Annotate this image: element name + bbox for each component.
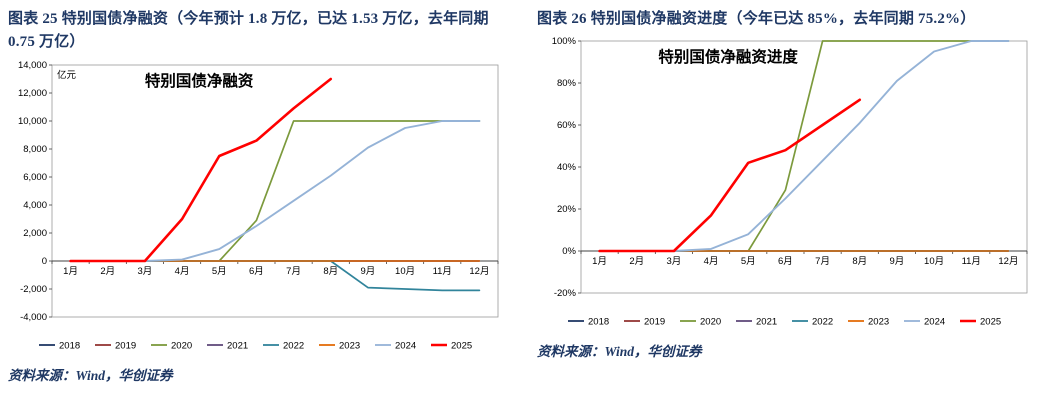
legend-label-2018: 2018 bbox=[59, 340, 80, 351]
y-tick-label: -20% bbox=[554, 288, 577, 299]
x-tick-label: 2月 bbox=[629, 256, 644, 267]
y-tick-label: 100% bbox=[552, 36, 577, 47]
x-tick-label: 4月 bbox=[704, 256, 719, 267]
y-tick-label: 6,000 bbox=[23, 172, 47, 183]
plot-border bbox=[51, 64, 499, 317]
x-tick-label: 12月 bbox=[469, 266, 489, 277]
series-line-2025 bbox=[598, 98, 862, 253]
chart-title: 特别国债净融资 bbox=[145, 71, 254, 90]
x-tick-label: 5月 bbox=[212, 266, 227, 277]
y-tick-label: 20% bbox=[557, 204, 577, 215]
source-note-25: 资料来源：Wind，华创证券 bbox=[8, 367, 173, 383]
y-tick-label: 0 bbox=[42, 256, 47, 267]
x-tick-label: 6月 bbox=[778, 256, 793, 267]
x-tick-label: 2月 bbox=[100, 266, 115, 277]
y-tick-label: -2,000 bbox=[20, 284, 47, 295]
series-line-2022 bbox=[69, 259, 481, 291]
x-tick-label: 1月 bbox=[592, 256, 607, 267]
x-tick-label: 11月 bbox=[433, 266, 452, 277]
plot-border bbox=[580, 40, 1028, 294]
series-line-2020 bbox=[598, 40, 1010, 253]
series-line-2025 bbox=[69, 77, 333, 262]
x-tick-label: 3月 bbox=[667, 256, 682, 267]
x-tick-label: 10月 bbox=[395, 266, 415, 277]
source-note-26: 资料来源：Wind，华创证券 bbox=[537, 344, 702, 360]
legend-label-2025: 2025 bbox=[980, 317, 1001, 328]
y-tick-label: 80% bbox=[557, 78, 577, 89]
legend-label-2022: 2022 bbox=[283, 340, 304, 351]
legend-label-2024: 2024 bbox=[395, 340, 416, 351]
figure-panel-25: 图表 25 特别国债净融资（今年预计 1.8 万亿，已达 1.53 万亿，去年同… bbox=[8, 6, 511, 384]
legend-label-2023: 2023 bbox=[339, 340, 360, 351]
figure-caption-26: 图表 26 特别国债净融资进度（今年已达 85%，去年同期 75.2%） bbox=[537, 11, 976, 27]
legend-label-2025: 2025 bbox=[451, 340, 472, 351]
figure-panel-26: 图表 26 特别国债净融资进度（今年已达 85%，去年同期 75.2%） -20… bbox=[537, 6, 1040, 384]
x-tick-label: 4月 bbox=[175, 266, 190, 277]
chart-title: 特别国债净融资进度 bbox=[658, 47, 798, 66]
x-tick-label: 1月 bbox=[63, 266, 78, 277]
x-tick-label: 5月 bbox=[741, 256, 756, 267]
y-tick-label: 2,000 bbox=[23, 228, 47, 239]
x-tick-label: 12月 bbox=[998, 256, 1018, 267]
x-tick-label: 10月 bbox=[924, 256, 944, 267]
legend-label-2023: 2023 bbox=[868, 317, 889, 328]
y-tick-label: -4,000 bbox=[20, 312, 47, 323]
y-tick-label: 0% bbox=[562, 246, 576, 257]
legend-label-2021: 2021 bbox=[756, 317, 777, 328]
series-line-2024 bbox=[69, 119, 481, 262]
legend-label-2018: 2018 bbox=[588, 317, 609, 328]
x-tick-label: 8月 bbox=[852, 256, 867, 267]
x-tick-label: 7月 bbox=[286, 266, 301, 277]
legend-label-2020: 2020 bbox=[171, 340, 192, 351]
report-figures-row: 图表 25 特别国债净融资（今年预计 1.8 万亿，已达 1.53 万亿，去年同… bbox=[8, 6, 1040, 384]
y-tick-label: 4,000 bbox=[23, 200, 47, 211]
line-chart-special-bond-net-financing: -4,000 -2,000 0 2,000 4,000 6,000 8,000 10,000 1… bbox=[18, 60, 499, 351]
chart-box-financing-progress: -20% 0% 20% 40% 60% 80% 100% 1月 2月 3月 4月 5月 6月 7月 8月 9月… bbox=[537, 35, 1037, 335]
x-tick-label: 7月 bbox=[815, 256, 830, 267]
legend-label-2019: 2019 bbox=[115, 340, 136, 351]
x-tick-label: 11月 bbox=[962, 256, 981, 267]
legend-label-2024: 2024 bbox=[924, 317, 945, 328]
y-tick-label: 12,000 bbox=[18, 88, 47, 99]
series-line-2024 bbox=[598, 40, 1010, 253]
chart-box-net-financing: -4,000 -2,000 0 2,000 4,000 6,000 8,000 10,000 1… bbox=[8, 59, 508, 359]
x-tick-label: 9月 bbox=[890, 256, 905, 267]
legend-label-2019: 2019 bbox=[644, 317, 665, 328]
x-tick-label: 9月 bbox=[361, 266, 376, 277]
legend-label-2020: 2020 bbox=[700, 317, 721, 328]
legend-label-2022: 2022 bbox=[812, 317, 833, 328]
y-tick-label: 10,000 bbox=[18, 116, 47, 127]
x-tick-label: 3月 bbox=[138, 266, 153, 277]
series-line-2020 bbox=[69, 119, 481, 262]
y-tick-label: 40% bbox=[557, 162, 577, 173]
figure-caption-25: 图表 25 特别国债净融资（今年预计 1.8 万亿，已达 1.53 万亿，去年同… bbox=[8, 11, 489, 51]
legend-label-2021: 2021 bbox=[227, 340, 248, 351]
unit-label: 亿元 bbox=[57, 69, 77, 81]
y-tick-label: 14,000 bbox=[18, 60, 47, 71]
x-tick-label: 6月 bbox=[249, 266, 264, 277]
y-tick-label: 60% bbox=[557, 120, 577, 131]
line-chart-special-bond-progress: -20% 0% 20% 40% 60% 80% 100% 1月 2月 3月 4月 5月 6月 7月 8月 9月… bbox=[552, 36, 1028, 328]
y-tick-label: 8,000 bbox=[23, 144, 47, 155]
x-tick-label: 8月 bbox=[323, 266, 338, 277]
